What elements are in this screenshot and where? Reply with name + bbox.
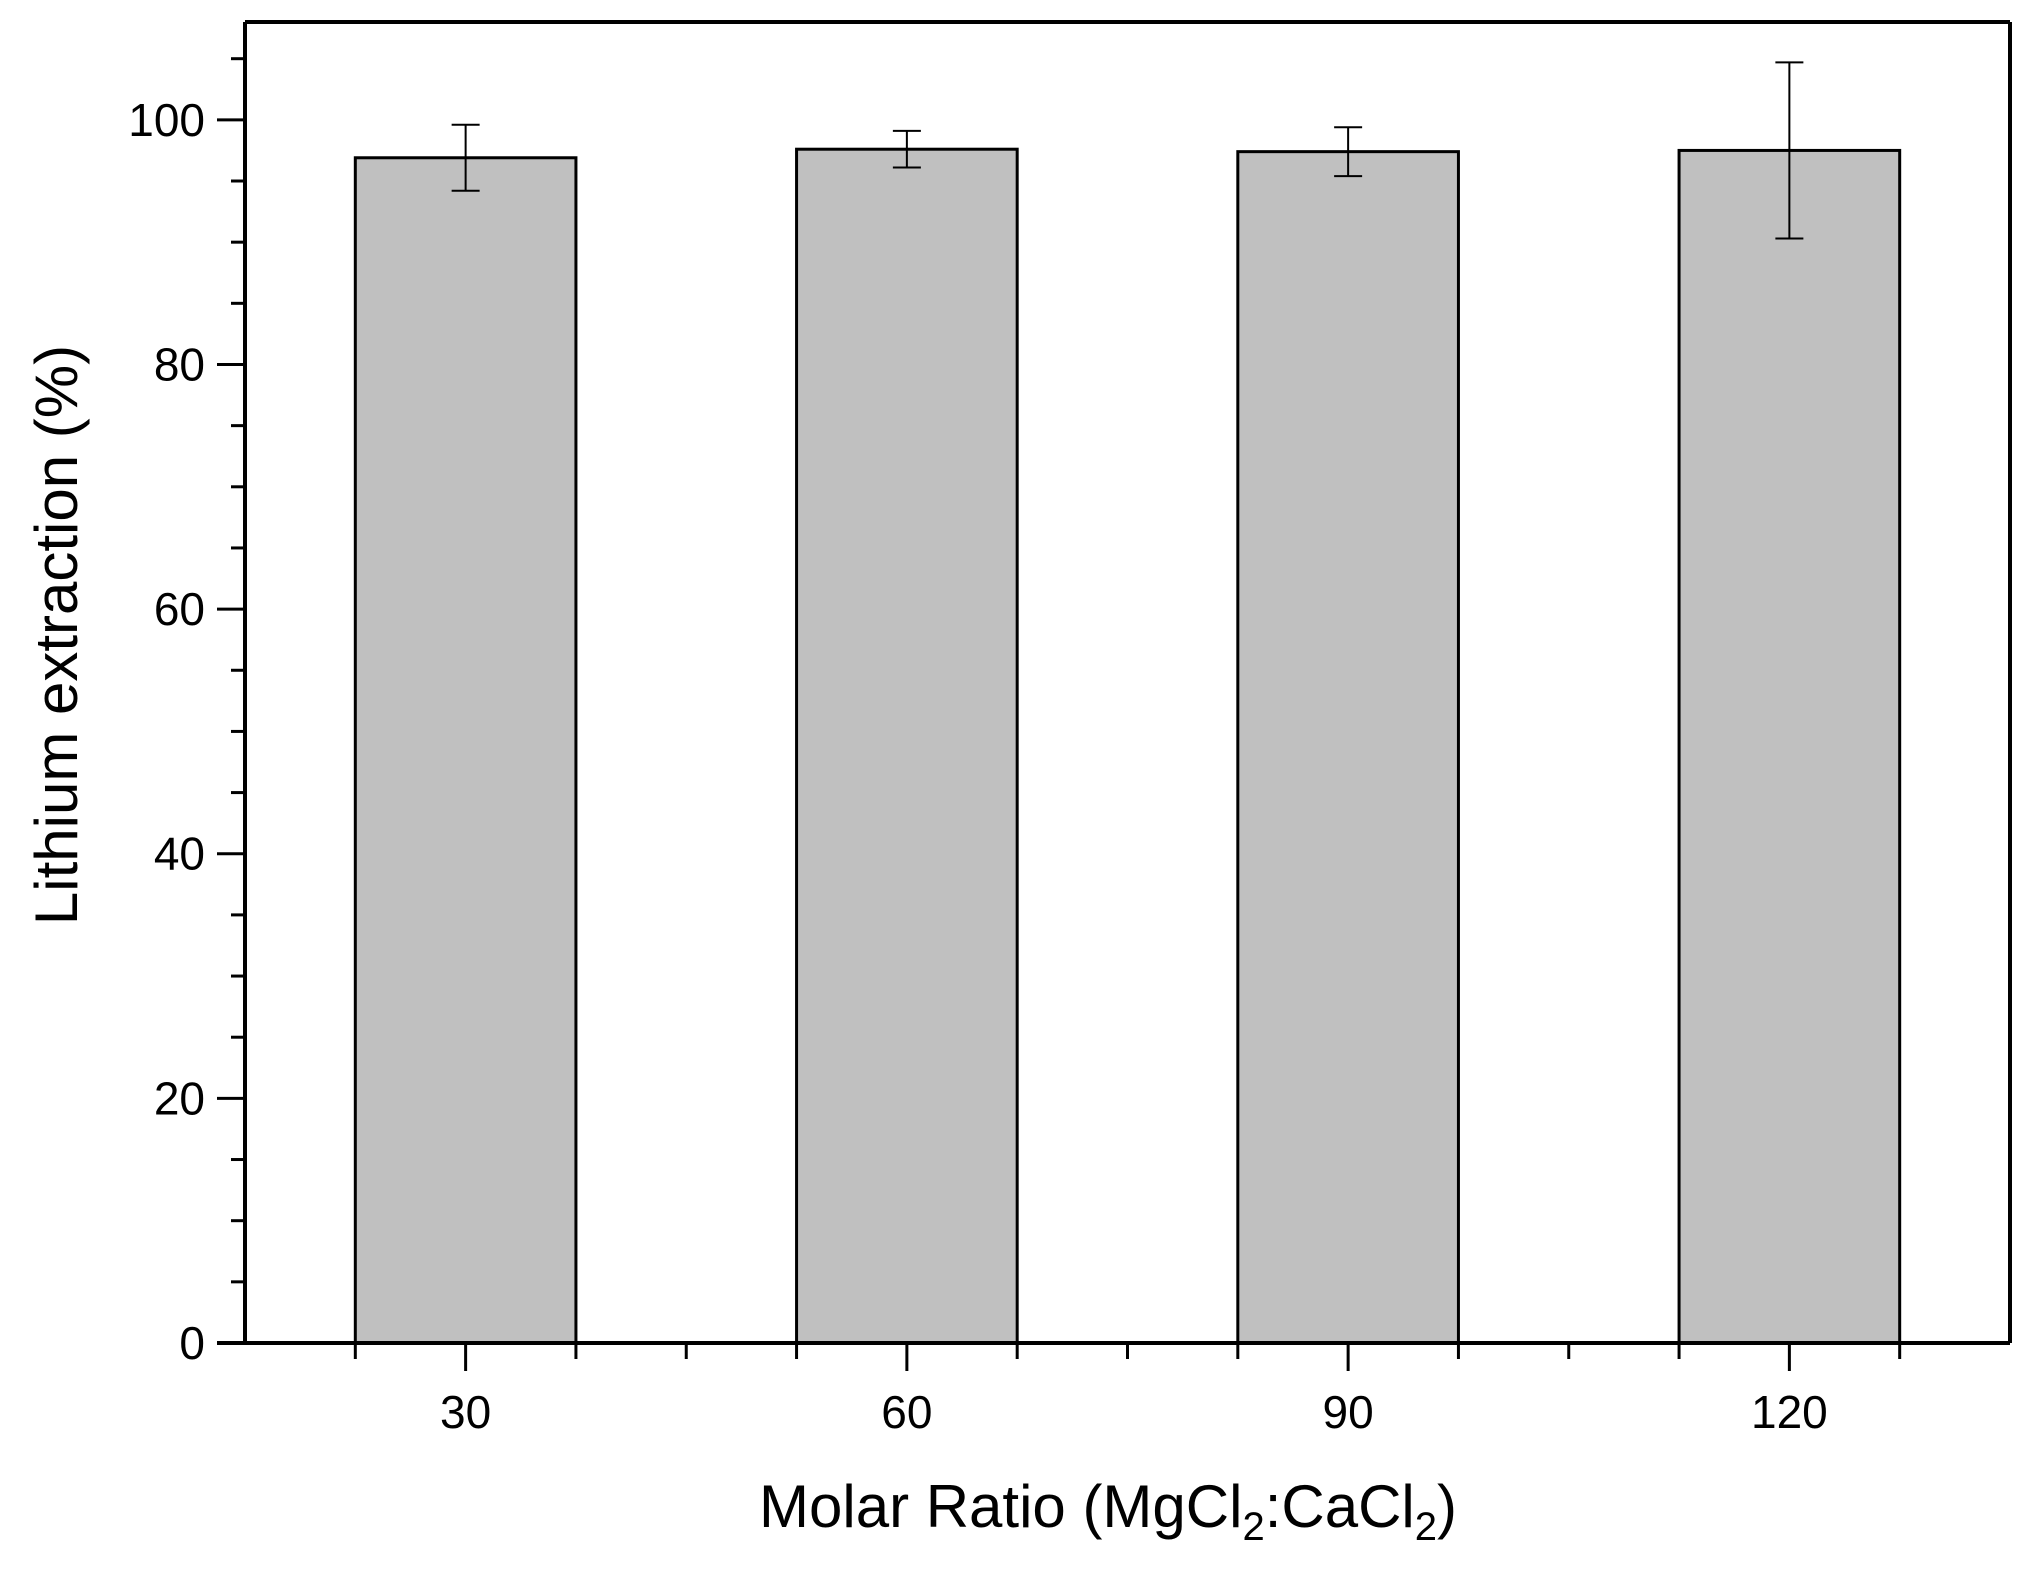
y-tick-label: 20 bbox=[154, 1072, 205, 1124]
x-tick-label: 120 bbox=[1751, 1386, 1828, 1438]
error-bar bbox=[451, 123, 480, 192]
tick-labels-layer: 0 20 40 60 80 100 30 60 90 120 bbox=[128, 94, 1828, 1438]
ticks-layer bbox=[217, 57, 1902, 1371]
bars-layer bbox=[353, 147, 1902, 1345]
error-bar bbox=[1334, 126, 1363, 178]
error-bar bbox=[1775, 61, 1804, 240]
x-axis-label-subscript: 2 bbox=[1242, 1505, 1264, 1549]
bar bbox=[353, 156, 578, 1345]
bar bbox=[795, 147, 1019, 1345]
x-tick-label: 60 bbox=[881, 1386, 932, 1438]
y-tick-label: 80 bbox=[154, 338, 205, 390]
x-tick-label: 30 bbox=[440, 1386, 491, 1438]
y-tick-label: 60 bbox=[154, 583, 205, 635]
y-axis-label: Lithium extraction (%) bbox=[23, 345, 90, 925]
x-axis-label: Molar Ratio (MgCl2:CaCl2) bbox=[759, 1473, 1457, 1549]
error-bar bbox=[892, 129, 921, 169]
axes-frame bbox=[217, 20, 2012, 1345]
error-bars-layer bbox=[451, 61, 1804, 240]
y-tick-label: 100 bbox=[128, 94, 205, 146]
y-tick-label: 40 bbox=[154, 828, 205, 880]
y-tick-label: 0 bbox=[179, 1317, 205, 1369]
bar bbox=[1236, 150, 1460, 1345]
x-tick-label: 90 bbox=[1323, 1386, 1374, 1438]
x-axis-label-main: Molar Ratio (MgCl bbox=[759, 1473, 1242, 1540]
x-axis-label-mid: :CaCl bbox=[1265, 1473, 1415, 1540]
x-axis-label-end: ) bbox=[1437, 1473, 1457, 1540]
x-axis-label-subscript: 2 bbox=[1415, 1505, 1437, 1549]
bar bbox=[1677, 148, 1902, 1345]
